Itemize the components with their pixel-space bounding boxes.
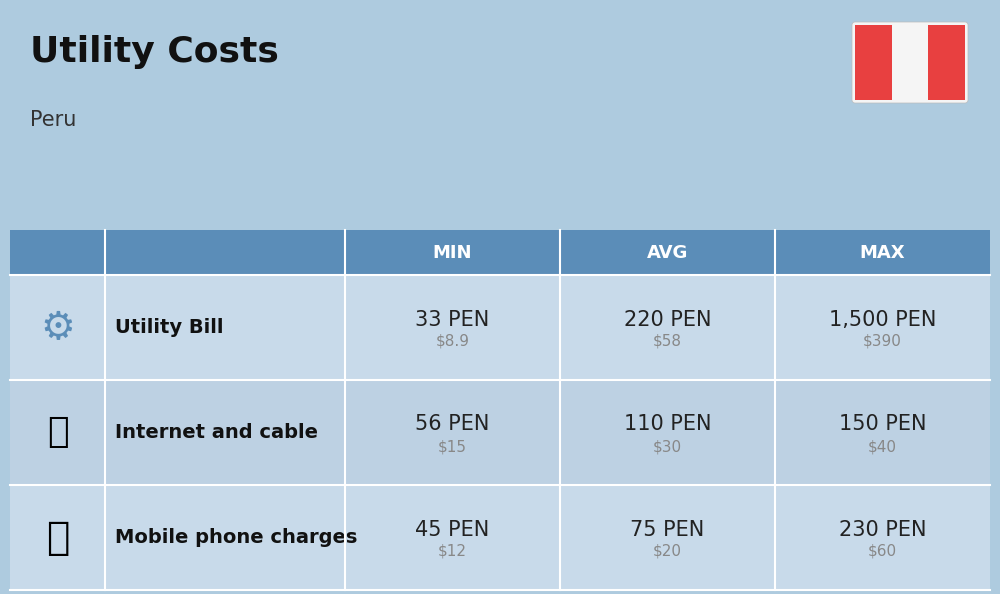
Text: 45 PEN: 45 PEN [415, 520, 490, 539]
Text: 230 PEN: 230 PEN [839, 520, 926, 539]
Text: $30: $30 [653, 439, 682, 454]
Text: $60: $60 [868, 544, 897, 559]
Text: MAX: MAX [860, 244, 905, 261]
Bar [928, 25, 965, 100]
Text: Mobile phone charges: Mobile phone charges [115, 528, 357, 547]
Text: 110 PEN: 110 PEN [624, 415, 711, 434]
Text: $15: $15 [438, 439, 467, 454]
Text: 📱: 📱 [46, 519, 69, 557]
Bar [10, 230, 990, 275]
Bar [892, 25, 928, 100]
Bar [10, 275, 990, 380]
Text: $58: $58 [653, 334, 682, 349]
Bar [10, 380, 990, 485]
FancyBboxPatch shape [852, 22, 968, 103]
Text: 56 PEN: 56 PEN [415, 415, 490, 434]
Text: 33 PEN: 33 PEN [415, 309, 490, 330]
Text: $20: $20 [653, 544, 682, 559]
Bar [10, 485, 990, 590]
Text: $40: $40 [868, 439, 897, 454]
Text: 📶: 📶 [47, 415, 68, 450]
Text: 150 PEN: 150 PEN [839, 415, 926, 434]
Text: $8.9: $8.9 [436, 334, 470, 349]
Text: Utility Costs: Utility Costs [30, 35, 279, 69]
Text: Internet and cable: Internet and cable [115, 423, 318, 442]
Text: 1,500 PEN: 1,500 PEN [829, 309, 936, 330]
Text: 75 PEN: 75 PEN [630, 520, 705, 539]
Text: Peru: Peru [30, 110, 76, 130]
Text: MIN: MIN [433, 244, 472, 261]
Text: AVG: AVG [647, 244, 688, 261]
Text: $390: $390 [863, 334, 902, 349]
Text: Utility Bill: Utility Bill [115, 318, 224, 337]
Text: ⚙: ⚙ [40, 308, 75, 346]
Bar [855, 25, 892, 100]
Text: 220 PEN: 220 PEN [624, 309, 711, 330]
Text: $12: $12 [438, 544, 467, 559]
